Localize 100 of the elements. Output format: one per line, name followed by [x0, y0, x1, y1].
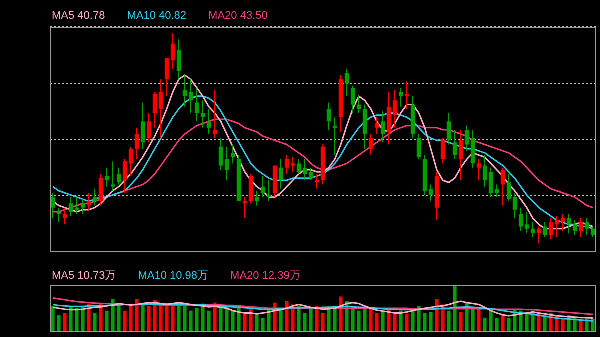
bar: [369, 308, 373, 332]
candlestick: [122, 158, 128, 194]
candlestick: [92, 188, 98, 206]
bar: [483, 318, 487, 332]
bar: [321, 313, 325, 332]
bar: [147, 306, 151, 332]
candlestick: [356, 96, 362, 114]
candlestick: [446, 112, 452, 146]
candlestick: [188, 79, 194, 114]
candlestick: [536, 226, 542, 244]
bar: [471, 309, 475, 332]
candlestick: [218, 138, 224, 170]
candlestick: [332, 116, 338, 156]
candlestick: [404, 81, 410, 110]
bar: [255, 313, 259, 332]
candlestick: [380, 110, 386, 144]
candlestick: [428, 184, 434, 202]
candlestick: [542, 222, 548, 238]
bar: [267, 309, 271, 332]
candlestick: [182, 74, 188, 108]
bar: [219, 308, 223, 332]
candlestick: [458, 130, 464, 182]
bar: [417, 306, 421, 332]
candlestick: [134, 127, 140, 160]
candlestick: [464, 125, 470, 152]
candlestick: [584, 218, 590, 236]
candlestick: [524, 212, 530, 234]
bar: [213, 302, 217, 332]
candlestick: [128, 146, 134, 177]
bar: [393, 314, 397, 332]
candlestick: [350, 85, 356, 114]
bar: [105, 310, 109, 332]
candlestick: [206, 108, 212, 135]
candlestick: [326, 102, 332, 131]
bar: [231, 310, 235, 332]
candlestick: [284, 154, 290, 175]
candlestick: [452, 130, 458, 160]
bar: [159, 304, 163, 332]
candlestick: [176, 39, 182, 80]
bar: [117, 306, 121, 332]
bar: [501, 316, 505, 332]
candlestick: [110, 161, 116, 192]
candlestick: [296, 158, 302, 175]
candlestick: [254, 190, 260, 206]
candlestick: [374, 116, 380, 135]
candlestick: [416, 134, 422, 160]
candlestick: [56, 207, 62, 224]
candlestick: [146, 112, 152, 144]
bar: [459, 312, 463, 332]
bar: [579, 320, 583, 332]
bar: [405, 314, 409, 332]
candlestick: [518, 207, 524, 232]
bar: [261, 318, 265, 332]
candlestick: [116, 167, 122, 186]
bar: [177, 304, 181, 332]
candlestick: [500, 167, 506, 206]
candlestick: [494, 184, 500, 198]
bar: [489, 310, 493, 332]
candlestick: [578, 218, 584, 238]
bar: [591, 318, 595, 332]
bar: [363, 308, 367, 332]
bar: [423, 313, 427, 332]
candlestick: [152, 92, 158, 128]
bar: [351, 308, 355, 332]
bar: [57, 316, 61, 332]
candlestick: [302, 158, 308, 182]
bar: [411, 310, 415, 332]
candlestick: [224, 146, 230, 182]
candlestick: [482, 154, 488, 188]
candlestick: [488, 167, 494, 198]
text: MA5 40.78: [52, 10, 106, 22]
bar: [63, 313, 67, 332]
bar: [183, 304, 187, 332]
candlestick: [194, 87, 200, 122]
bar: [429, 312, 433, 332]
bar: [495, 318, 499, 332]
bar: [525, 313, 529, 332]
bar: [381, 310, 385, 332]
bar: [249, 308, 253, 332]
candlestick: [290, 156, 296, 173]
bar: [189, 310, 193, 332]
bar: [399, 310, 403, 332]
candlestick: [170, 32, 176, 70]
candlestick: [506, 174, 512, 202]
bar: [279, 308, 283, 332]
bar: [207, 310, 211, 332]
text: MA20 12.39万: [230, 269, 301, 283]
series-label: MA5 10.73万: [52, 269, 116, 283]
candlestick: [68, 196, 74, 217]
candlestick: [392, 90, 398, 128]
candlestick: [368, 134, 374, 156]
bar: [225, 306, 229, 332]
bar: [543, 316, 547, 332]
candlestick: [548, 218, 554, 240]
bar: [51, 306, 55, 332]
candlestick: [308, 167, 314, 182]
bar: [111, 299, 115, 332]
candlestick: [344, 68, 350, 97]
candlestick: [80, 198, 86, 215]
candlestick: [200, 100, 206, 128]
